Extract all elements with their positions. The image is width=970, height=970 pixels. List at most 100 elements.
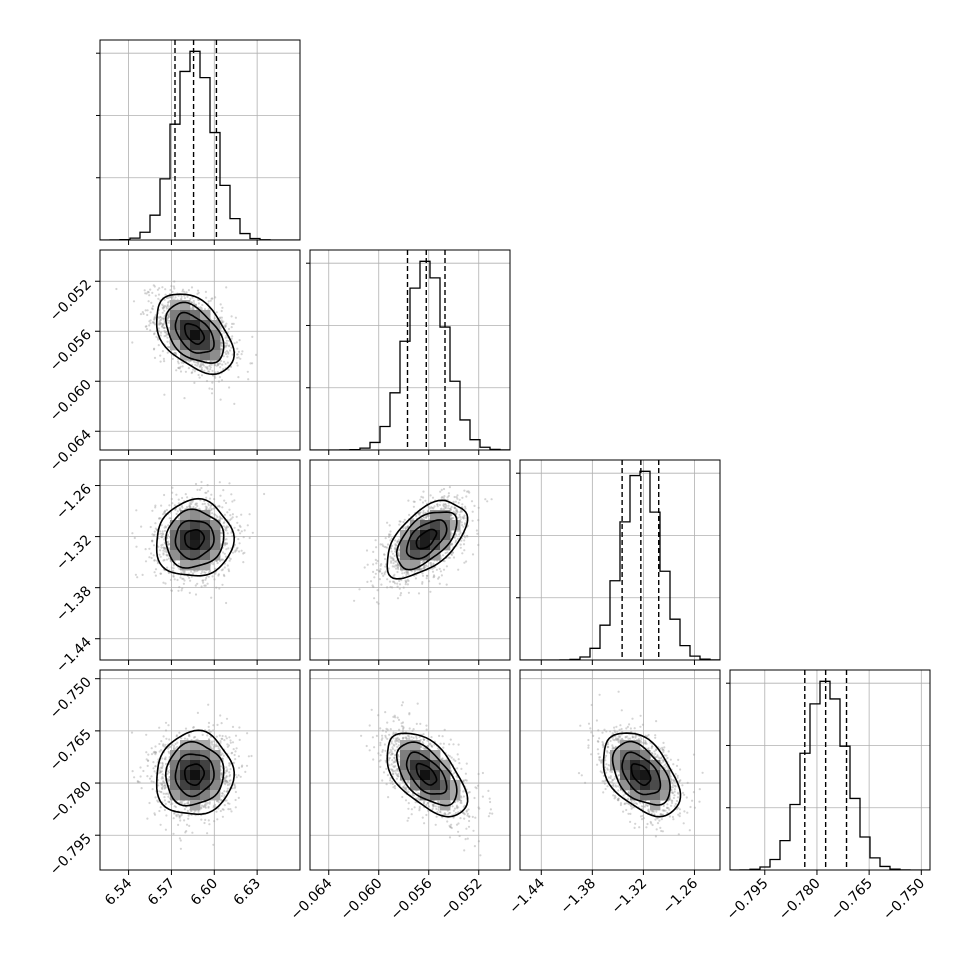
scatter-point	[144, 309, 147, 312]
scatter-point	[239, 525, 242, 529]
scatter-point	[246, 370, 249, 373]
density-cell	[210, 550, 221, 561]
scatter-point	[165, 551, 169, 554]
scatter-point	[432, 576, 435, 579]
scatter-point	[441, 554, 445, 557]
scatter-point	[172, 564, 175, 567]
scatter-point	[157, 338, 160, 341]
scatter-point	[158, 323, 161, 326]
scatter-point	[159, 532, 163, 535]
scatter-point	[134, 573, 137, 576]
scatter-point	[395, 560, 398, 563]
density-cell	[180, 300, 191, 311]
scatter-point	[161, 306, 164, 309]
scatter-point	[435, 568, 438, 571]
scatter-point	[384, 537, 387, 540]
scatter-point	[183, 571, 186, 574]
scatter-point	[175, 369, 178, 372]
scatter-point	[172, 574, 175, 578]
scatter-point	[240, 530, 243, 533]
scatter-point	[149, 525, 152, 529]
scatter-point	[212, 507, 215, 510]
scatter-point	[224, 555, 227, 558]
density-cell	[430, 540, 441, 551]
scatter-point	[447, 504, 450, 507]
scatter-point	[234, 550, 237, 553]
scatter-point	[184, 493, 187, 496]
scatter-point	[374, 539, 377, 542]
scatter-point	[406, 570, 410, 574]
density-cell	[400, 550, 411, 561]
density-cell	[190, 340, 201, 351]
scatter-point	[230, 337, 233, 340]
scatter-point	[233, 783, 236, 786]
scatter-point	[251, 531, 254, 534]
scatter-point	[150, 753, 154, 756]
scatter-point	[218, 376, 221, 379]
scatter-point	[405, 573, 408, 577]
scatter-point	[171, 491, 174, 494]
scatter-point	[475, 529, 478, 532]
scatter-point	[192, 505, 195, 509]
scatter-point	[395, 567, 398, 570]
scatter-point	[412, 500, 415, 503]
scatter-point	[461, 503, 464, 506]
scatter-point	[450, 505, 453, 509]
scatter-point	[424, 564, 428, 567]
scatter-point	[219, 398, 222, 401]
scatter-point	[228, 482, 231, 485]
scatter-point	[162, 326, 166, 329]
scatter-point	[168, 312, 171, 315]
scatter-point	[146, 313, 149, 317]
scatter-point	[392, 562, 395, 565]
scatter-point	[412, 517, 415, 520]
scatter-point	[166, 340, 169, 343]
scatter-point	[383, 553, 386, 556]
density-cell	[190, 520, 201, 531]
panel-frame	[309, 459, 511, 661]
scatter-point	[455, 508, 458, 511]
scatter-point	[183, 570, 186, 573]
scatter-point	[459, 510, 462, 514]
scatter-point	[168, 517, 171, 520]
scatter-point	[213, 364, 217, 367]
scatter-point	[398, 520, 401, 523]
scatter-point	[160, 316, 163, 320]
scatter-point	[222, 355, 225, 358]
scatter-point	[225, 529, 228, 532]
scatter-point	[224, 325, 227, 328]
scatter-point	[162, 552, 165, 555]
scatter-point	[451, 543, 454, 546]
scatter-point	[159, 334, 162, 337]
scatter-point	[242, 561, 245, 564]
scatter-point	[181, 290, 184, 293]
scatter-point	[233, 402, 236, 405]
scatter-point	[426, 565, 429, 568]
scatter-point	[225, 601, 228, 605]
scatter-point	[177, 294, 180, 297]
scatter-point	[167, 771, 170, 774]
scatter-point	[188, 576, 191, 579]
scatter-point	[363, 566, 366, 569]
scatter-point	[375, 562, 378, 565]
scatter-point	[224, 351, 227, 354]
scatter-point	[169, 288, 172, 292]
scatter-point	[171, 295, 174, 298]
panel-frame	[99, 39, 301, 241]
scatter-point	[159, 517, 162, 520]
scatter-point	[458, 513, 461, 517]
scatter-point	[164, 509, 167, 512]
scatter-point	[234, 549, 237, 552]
scatter-point	[225, 548, 228, 551]
scatter-point	[180, 505, 183, 508]
scatter-point	[170, 589, 173, 592]
scatter-point	[163, 329, 166, 332]
scatter-point	[220, 379, 224, 382]
scatter-point	[190, 286, 194, 289]
density-cell	[180, 510, 191, 521]
scatter-point	[386, 543, 390, 546]
scatter-point	[222, 489, 225, 492]
scatter-point	[430, 506, 433, 509]
scatter-point	[157, 800, 160, 803]
scatter-point	[224, 342, 227, 345]
